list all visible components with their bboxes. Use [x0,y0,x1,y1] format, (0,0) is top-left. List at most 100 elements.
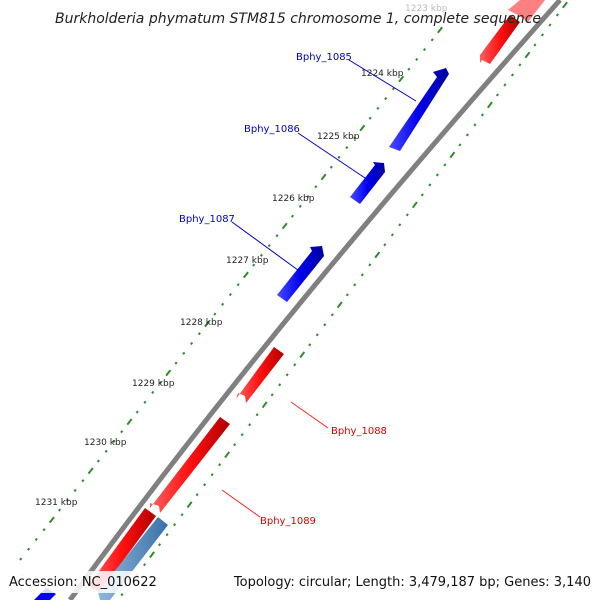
topology-text: Topology: circular; Length: 3,479,187 bp… [233,575,591,590]
inner-tick-dot [458,143,462,147]
inner-tick-dot [255,413,259,417]
inner-tick-dot [449,151,456,159]
outer-tick-dot [353,136,357,140]
inner-tick-dot [562,1,568,9]
outer-tick-dot [376,106,380,110]
inner-tick-dot [323,323,327,327]
gene-arrow-bphy-1087[interactable] [277,246,324,302]
inner-tick-dot [495,93,499,97]
gene-arrow-top-reverse-cap[interactable] [508,0,545,22]
kbp-label-1223: 1223 kbp [405,4,448,14]
inner-tick-dot [368,263,372,267]
outer-tick-dot [213,312,217,316]
map-title: Burkholderia phymatum STM815 chromosome … [55,11,541,27]
outer-tick-dot [320,173,327,181]
outer-tick-dot [190,341,194,346]
inner-tick-dot [149,551,155,559]
outer-tick-dot [407,67,411,71]
gene-arrow-bphy-1085[interactable] [389,68,449,151]
kbp-label-1226: 1226 kbp [272,194,315,204]
inner-tick-dot [224,451,231,459]
outer-tick-dot [337,155,341,159]
inner-tick-dot [540,33,544,37]
inner-tick-dot [533,43,537,47]
gene-arrow-bphy-1086[interactable] [350,162,385,204]
outer-tick-dot [126,418,133,426]
outer-tick-dot [65,498,69,502]
outer-tick-dot [42,528,46,532]
gene-arrow-top-reverse[interactable] [480,15,520,64]
inner-tick-dot [555,13,560,17]
outer-tick-dot [182,351,186,355]
outer-tick-dot [112,439,116,444]
gene-arrow-bphy-1089[interactable] [150,417,230,513]
outer-tick-dot [96,459,100,463]
inner-tick-dot [487,101,493,109]
outer-tick-dot [298,204,302,208]
inner-tick-dot [398,223,402,227]
outer-tick-dot [281,222,288,230]
gene-label-bphy-1087[interactable]: Bphy_1087 [179,214,235,225]
outer-tick-dot [73,488,77,493]
inner-tick-dot [465,133,469,137]
inner-tick-dot [218,463,222,467]
outer-tick-dot [104,449,108,453]
kbp-label-1227: 1227 kbp [226,256,269,266]
callout-bphy-1089 [221,489,261,518]
outer-tick-dot [306,194,310,199]
outer-tick-dot [391,87,395,91]
inner-tick-dot [503,83,507,87]
outer-tick-dot [275,234,279,238]
outer-tick-dot [259,253,263,257]
outer-tick-dot [158,381,163,385]
outer-tick-dot [165,369,172,377]
inner-tick-dot [233,443,237,447]
outer-tick-dot [267,243,271,248]
gene-label-bphy-1088[interactable]: Bphy_1088 [331,426,387,437]
inner-tick-dot [315,333,319,337]
outer-tick-dot [437,26,443,34]
inner-tick-dot [435,173,439,177]
inner-tick-dot [473,123,477,127]
outer-tick-dot [197,332,201,336]
outer-tick-dot [143,400,147,404]
outer-tick-dot [398,75,405,83]
inner-tick-dot [330,313,334,317]
gene-label-bphy-1089[interactable]: Bphy_1089 [260,516,316,527]
inner-tick-dot [261,401,268,409]
inner-tick-dot [278,383,282,387]
callout-bphy-1088 [290,401,329,429]
outer-tick-dot [368,116,372,120]
gene-arrows-layer [16,0,545,600]
gene-label-bphy-1085[interactable]: Bphy_1085 [296,52,352,63]
inner-tick-dot [443,163,447,167]
gene-label-bphy-1086[interactable]: Bphy_1086 [244,124,300,135]
kbp-label-1224: 1224 kbp [361,69,404,79]
inner-tick-dot [518,63,522,67]
inner-tick-dot [186,501,193,509]
outer-tick-dot [204,320,211,328]
outer-tick-dot [314,185,318,189]
outer-tick-dot [58,508,62,512]
gene-arrow-bphy-1088[interactable] [236,347,284,403]
inner-tick-dot [510,73,514,77]
inner-tick-dot [180,513,184,517]
outer-tick-dot [221,302,225,306]
outer-tick-dot [81,479,85,483]
inner-tick-dot [383,243,387,247]
outer-tick-dot [290,214,295,218]
chromosome-backbone [67,0,562,600]
outer-tick-dot [48,516,55,524]
inner-tick-dot [336,301,343,309]
inner-tick-dot [240,433,244,437]
inner-tick-dot [210,473,214,477]
kbp-label-1230: 1230 kbp [84,438,127,448]
outer-tick-dot [242,271,249,279]
tick-dots-layer [19,1,568,597]
inner-tick-dot [248,423,252,427]
kbp-label-1231: 1231 kbp [35,498,78,508]
inner-tick-dot [285,373,289,377]
outer-tick-dot [120,430,124,434]
